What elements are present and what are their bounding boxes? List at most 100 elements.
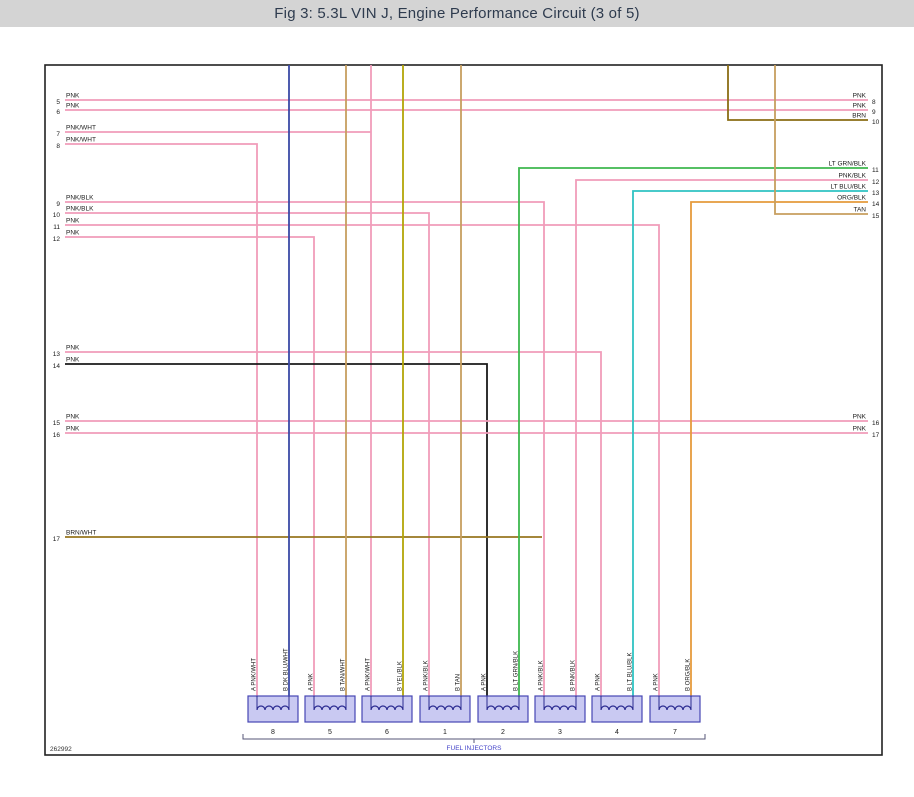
injector-pin-a-label: A PNK	[654, 673, 660, 691]
injector-coil-icon	[543, 705, 577, 711]
injector-pin-b-label: B TAN/WHT	[341, 658, 347, 691]
injector-8: 8 A PNK/WHT B DK BLU/WHT	[247, 648, 299, 736]
injector-1: 1 A PNK/BLK B TAN	[419, 660, 471, 736]
right-wire-label-12: PNK/BLK	[839, 173, 867, 180]
left-wire-label-13: PNK	[66, 345, 80, 352]
fuel-injectors-caption: FUEL INJECTORS	[447, 745, 503, 752]
injector-pin-stubs	[428, 696, 462, 710]
left-wire-label-6: PNK	[66, 103, 80, 110]
injector-pin-stubs	[486, 696, 520, 710]
left-wire-label-8: PNK/WHT	[66, 137, 96, 144]
injector-7: 7 A PNK B ORG/BLK	[649, 659, 701, 736]
figure-number: 262992	[50, 746, 72, 753]
right-pin-number-11: 11	[872, 167, 879, 174]
left-wire-label-11: PNK	[66, 218, 80, 225]
injector-number-5: 5	[328, 729, 332, 736]
left-wire-label-7: PNK/WHT	[66, 125, 96, 132]
injector-pin-b-label: B LT BLU/BLK	[628, 653, 634, 691]
injector-coil-icon	[600, 705, 634, 711]
left-pin-number-11: 11	[53, 224, 60, 231]
wire-lt-blu-blk-20	[632, 190, 868, 696]
injector-coil-icon	[486, 705, 520, 711]
injector-number-1: 1	[443, 729, 447, 736]
right-wire-label-15: TAN	[853, 207, 866, 214]
wire-pnk-7	[65, 224, 660, 696]
left-pin-number-14: 14	[53, 363, 61, 370]
injector-pin-stubs	[370, 696, 404, 710]
right-wire-label-13: LT BLU/BLK	[830, 184, 866, 191]
left-pin-number-16: 16	[53, 432, 61, 439]
injector-pin-stubs	[256, 696, 290, 710]
left-pin-number-10: 10	[53, 212, 61, 219]
right-wire-label-16: PNK	[853, 414, 867, 421]
injector-pin-stubs	[658, 696, 692, 710]
left-wire-label-15: PNK	[66, 414, 80, 421]
right-wire-label-10: BRN	[852, 113, 866, 120]
injector-pin-a-label: A PNK	[596, 673, 602, 691]
right-wire-label-14: ORG/BLK	[837, 195, 867, 202]
left-wire-label-9: PNK/BLK	[66, 195, 94, 202]
injector-body-5	[304, 695, 356, 723]
injector-pin-a-label: A PNK	[309, 673, 315, 691]
left-pin-number-6: 6	[56, 109, 60, 116]
wire-pnk-9	[65, 351, 602, 696]
injector-pin-b-label: B YEL/BLK	[398, 661, 404, 691]
injector-pin-stubs	[543, 696, 577, 710]
injector-coil-icon	[313, 705, 347, 711]
left-pin-number-12: 12	[53, 236, 61, 243]
injector-pin-a-label: A PNK/BLK	[424, 660, 430, 691]
wire-pnk-blk-19	[575, 179, 868, 696]
right-wire-label-8: PNK	[853, 93, 867, 100]
injector-coil-icon	[370, 705, 404, 711]
injector-pin-a-label: A PNK	[482, 673, 488, 691]
wire-brn-22	[727, 65, 868, 121]
right-pin-number-15: 15	[872, 213, 880, 220]
wire-tan-23	[774, 65, 868, 215]
injector-number-7: 7	[673, 729, 677, 736]
injector-number-2: 2	[501, 729, 505, 736]
right-pin-number-10: 10	[872, 119, 880, 126]
injector-coil-icon	[658, 705, 692, 711]
left-pin-number-17: 17	[53, 536, 61, 543]
injector-pin-stubs	[600, 696, 634, 710]
left-wire-label-5: PNK	[66, 93, 80, 100]
left-pin-number-9: 9	[56, 201, 60, 208]
left-pin-number-15: 15	[53, 420, 61, 427]
injector-3: 3 A PNK/BLK B PNK/BLK	[534, 660, 586, 736]
right-pin-number-13: 13	[872, 190, 880, 197]
injector-pin-b-label: B ORG/BLK	[686, 659, 692, 691]
right-pin-number-9: 9	[872, 109, 876, 116]
left-pin-number-7: 7	[56, 131, 60, 138]
right-pin-number-12: 12	[872, 179, 880, 186]
diagram-frame	[44, 64, 883, 756]
left-wire-label-14: PNK	[66, 357, 80, 364]
left-pin-number-5: 5	[56, 99, 60, 106]
wire-pnk-blk-6	[65, 212, 430, 696]
wire-blk-10	[65, 363, 488, 696]
injector-5: 5 A PNK B TAN/WHT	[304, 658, 356, 736]
injector-pin-a-label: A PNK/WHT	[366, 658, 372, 691]
injector-coil-icon	[256, 705, 290, 711]
right-pin-number-16: 16	[872, 420, 880, 427]
injector-number-4: 4	[615, 729, 619, 736]
injector-number-8: 8	[271, 729, 275, 736]
injector-pin-b-label: B TAN	[456, 674, 462, 691]
injector-pin-b-label: B LT GRN/BLK	[514, 651, 520, 691]
injector-pin-stubs	[313, 696, 347, 710]
injector-pin-b-label: B PNK/BLK	[571, 660, 577, 691]
right-pin-number-17: 17	[872, 432, 880, 439]
injector-2: 2 A PNK B LT GRN/BLK	[477, 651, 529, 736]
left-wire-label-17: BRN/WHT	[66, 530, 96, 537]
fuel-injectors-bracket	[242, 734, 706, 743]
wire-pnk-blk-5	[65, 201, 545, 696]
title-bar: Fig 3: 5.3L VIN J, Engine Performance Ci…	[0, 0, 914, 27]
figure-title: Fig 3: 5.3L VIN J, Engine Performance Ci…	[274, 5, 640, 22]
right-pin-number-8: 8	[872, 99, 876, 106]
injector-number-6: 6	[385, 729, 389, 736]
injector-pin-a-label: A PNK/BLK	[539, 660, 545, 691]
injector-pin-a-label: A PNK/WHT	[252, 658, 258, 691]
wire-pnk-wht-4	[65, 143, 258, 696]
right-pin-number-14: 14	[872, 201, 880, 208]
